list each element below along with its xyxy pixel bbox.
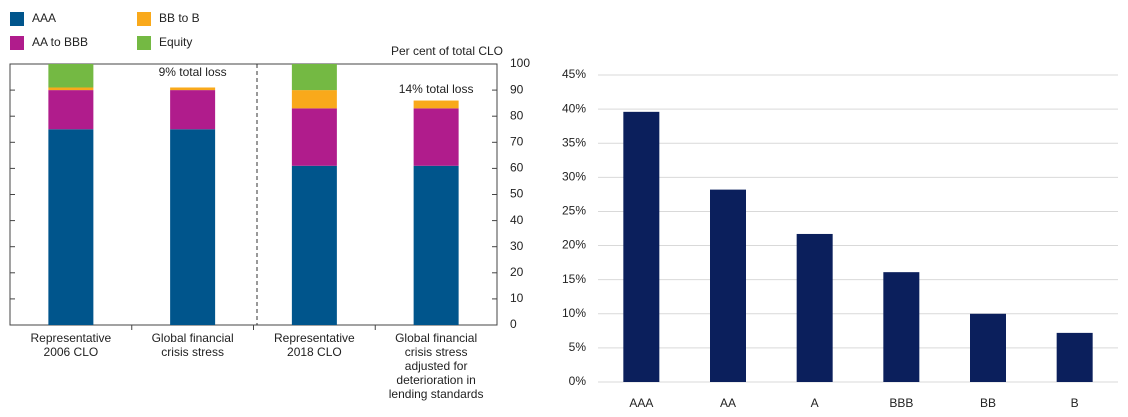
bar-segment <box>48 129 94 325</box>
x-tick-label: A <box>811 396 819 410</box>
x-tick-label: BBB <box>889 396 913 410</box>
y-tick-label: 40 <box>510 213 524 227</box>
bar-segment <box>291 108 337 166</box>
legend-swatch <box>10 36 24 50</box>
y-tick-label: 70 <box>510 134 524 148</box>
bar-segment <box>170 129 216 325</box>
legend-label: Equity <box>159 35 192 49</box>
legend-swatch <box>10 12 24 26</box>
bar <box>710 189 746 382</box>
y-tick-label: 30% <box>562 170 586 184</box>
annotation: 9% total loss <box>159 65 227 79</box>
annotation: 14% total loss <box>399 82 474 96</box>
bar <box>623 111 660 382</box>
x-tick-label: BB <box>980 396 996 410</box>
y-tick-label: 35% <box>562 135 586 149</box>
legend-swatch <box>137 12 151 26</box>
x-tick-label: Global financial crisis stress adjusted fo… <box>389 331 484 401</box>
y-tick-label: 10% <box>562 306 586 320</box>
y-tick-label: 20 <box>510 265 524 279</box>
y-tick-label: 45% <box>562 67 586 81</box>
y-tick-label: 5% <box>569 340 587 354</box>
y-tick-label: 0 <box>510 317 517 331</box>
y-tick-label: 0% <box>569 374 587 388</box>
y-tick-label: 15% <box>562 272 586 286</box>
bar-segment <box>291 90 337 109</box>
bar-segment <box>413 100 459 109</box>
y-tick-label: 10 <box>510 291 524 305</box>
bar-segment <box>48 90 94 130</box>
bar-segment <box>48 64 94 88</box>
bar-segment <box>170 87 216 91</box>
bar <box>796 233 833 382</box>
y-tick-label: 30 <box>510 239 524 253</box>
y-tick-label: 90 <box>510 82 524 96</box>
bar <box>1056 332 1093 382</box>
legend-label: AA to BBB <box>32 35 88 49</box>
x-tick-label: Global financial crisis stress <box>152 331 234 359</box>
legend-label: AAA <box>32 11 56 25</box>
y-tick-label: 80 <box>510 108 524 122</box>
x-tick-label: B <box>1071 396 1079 410</box>
y-tick-label: 40% <box>562 101 586 115</box>
y-tick-label: 60 <box>510 161 524 175</box>
y-axis-label: Per cent of total CLO <box>391 44 503 58</box>
bar-segment <box>48 87 94 91</box>
y-tick-label: 25% <box>562 204 586 218</box>
bar-segment <box>291 64 337 91</box>
x-tick-label: AAA <box>629 396 653 410</box>
bar <box>970 313 1006 382</box>
bar-segment <box>413 165 459 325</box>
y-tick-label: 20% <box>562 238 586 252</box>
bar-segment <box>291 165 337 325</box>
bar-segment <box>170 90 216 130</box>
bar <box>883 272 920 382</box>
x-tick-label: Representative 2006 CLO <box>31 331 112 359</box>
bar-segment <box>413 108 459 166</box>
x-tick-label: Representative 2018 CLO <box>274 331 355 359</box>
y-tick-label: 50 <box>510 187 524 201</box>
x-tick-label: AA <box>720 396 736 410</box>
legend-swatch <box>137 36 151 50</box>
y-tick-label: 100 <box>510 56 530 70</box>
legend-label: BB to B <box>159 11 200 25</box>
